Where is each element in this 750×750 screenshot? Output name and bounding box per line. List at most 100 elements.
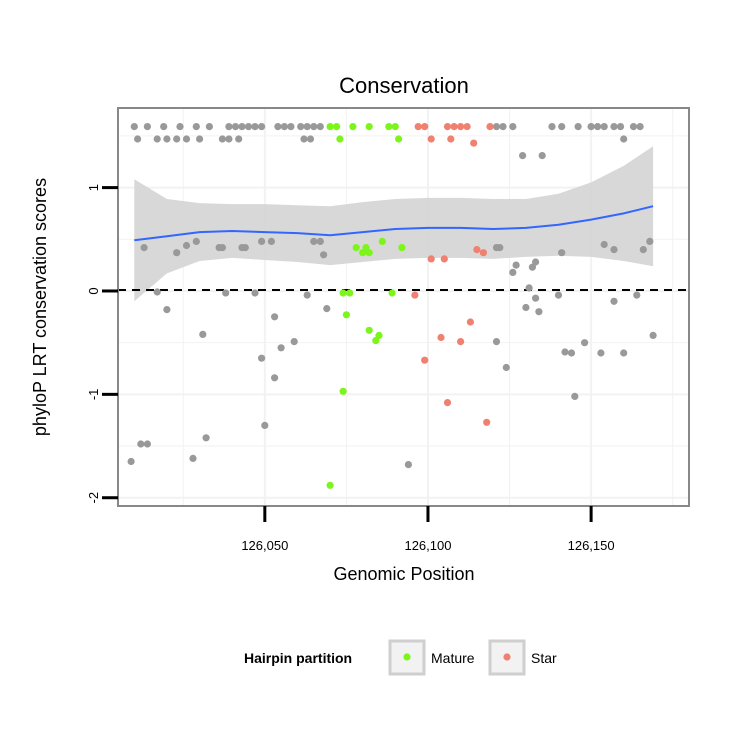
other-point [160,123,168,131]
other-point [173,249,181,257]
other-point [496,244,504,252]
other-point [509,123,517,131]
other-point [143,123,151,131]
other-point [548,123,556,131]
other-point [153,135,161,143]
legend-key-star [503,653,511,661]
trend-line [134,205,654,242]
other-point [620,135,628,143]
other-point [522,303,530,312]
other-point [274,123,282,131]
mature-point [365,326,373,334]
star-point [411,291,419,299]
other-point [512,261,520,269]
other-point [581,339,589,347]
other-point [258,237,266,245]
other-point [258,354,266,362]
other-point [297,123,305,131]
other-point [499,123,507,131]
other-point [600,123,608,131]
other-point [492,338,501,346]
star-point [457,338,465,346]
star-point [486,123,494,131]
star-point [421,356,429,364]
other-point [610,123,618,131]
other-point [137,440,145,448]
other-point [222,289,230,297]
confidence-band-area [134,146,654,302]
other-point [244,123,253,131]
y-axis-title: phyloP LRT conservation scores [30,178,50,436]
other-point [303,291,311,299]
y-axis: -2 -1 0 1 [86,184,118,503]
other-point [310,237,318,245]
other-point [525,284,533,292]
other-point [140,244,148,252]
confidence-band [134,146,654,302]
other-point [587,123,595,131]
star-point [483,418,491,426]
other-point [251,123,259,131]
mature-point [342,311,350,319]
star-point [457,123,465,131]
other-point [218,244,226,252]
other-point [251,289,259,297]
other-point [610,297,618,305]
mature-point [388,289,396,297]
legend-title: Hairpin partition [244,650,352,666]
star-point [437,333,445,342]
other-point [192,237,200,245]
other-point [636,123,644,131]
other-point [532,294,540,302]
mature-point [349,123,357,131]
other-point [538,152,546,160]
star-point [440,255,448,263]
other-point [287,123,295,131]
other-point [558,249,566,257]
other-point [620,349,628,357]
other-point [502,363,510,372]
other-point [261,421,269,429]
other-point [571,392,579,400]
other-point [271,313,279,321]
other-point [199,330,207,338]
mature-point [378,237,386,245]
x-tick-label: 126,050 [241,538,288,553]
other-point [225,123,233,131]
other-point [316,237,324,245]
other-point [574,123,582,131]
other-point [182,241,191,250]
other-point [610,246,618,254]
mature-point [391,123,399,131]
other-point [182,135,191,143]
other-point [192,123,200,131]
other-point [404,461,412,469]
x-tick-label: 126,100 [404,538,451,553]
other-point [567,349,576,357]
other-point [235,135,243,143]
other-point [202,434,210,442]
mature-point [359,249,367,257]
other-point [535,308,543,316]
other-point [303,123,311,131]
other-point [639,246,647,254]
other-point [323,305,331,313]
other-point [616,123,625,131]
mature-point [372,337,380,345]
mature-point [385,123,393,131]
other-point [225,135,233,143]
y-tick-label: -2 [86,492,101,504]
mature-point [365,249,373,257]
other-point [594,123,602,131]
other-point [271,374,279,382]
other-point [554,291,563,299]
star-point [443,399,452,407]
other-point [633,291,641,299]
star-point [447,135,455,143]
star-point [466,318,474,326]
other-point [280,123,288,131]
other-point [532,258,540,266]
star-point [470,139,478,147]
other-point [163,135,171,143]
